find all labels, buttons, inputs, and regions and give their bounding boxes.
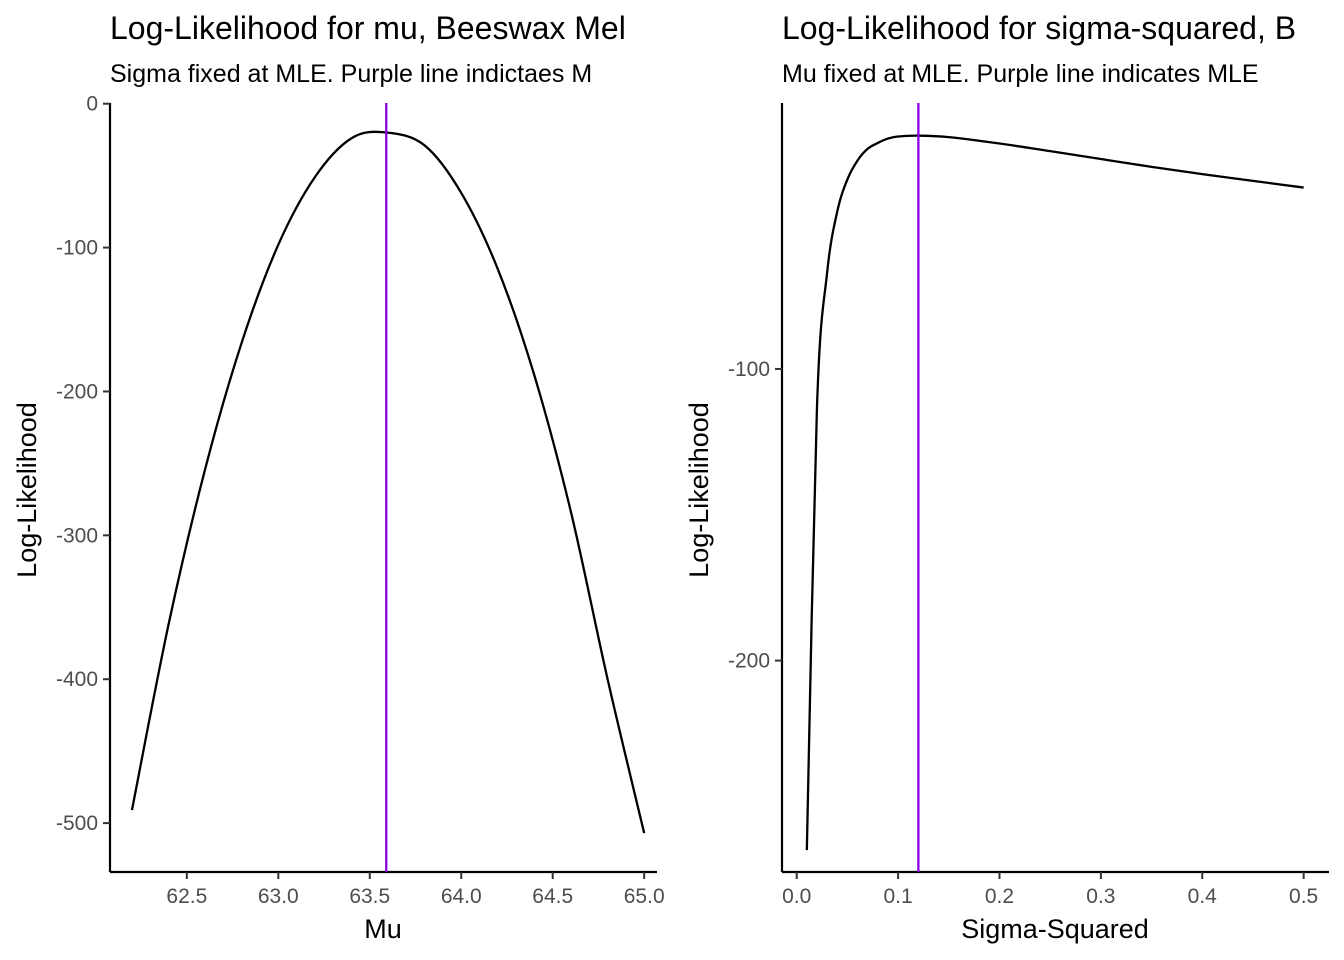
sigma-y-tick-label: -200	[728, 650, 770, 673]
sigma-y-tick-label: -100	[728, 358, 770, 381]
sigma-squared-panel: Log-Likelihood for sigma-squared, B Mu f…	[684, 10, 1329, 944]
sigma-chart-subtitle: Mu fixed at MLE. Purple line indicates M…	[782, 60, 1259, 88]
mu-y-tick-label: -300	[56, 524, 98, 547]
sigma-plot-area: 0.0 0.1 0.2 0.3 0.4 0.5 -100 -200	[728, 103, 1329, 908]
sigma-x-tick-label: 0.4	[1188, 885, 1218, 908]
mu-x-tick-label: 65.0	[624, 885, 665, 908]
sigma-y-axis-title: Log-Likelihood	[684, 402, 714, 578]
mu-x-tick-label: 62.5	[166, 885, 207, 908]
mu-x-tick-label: 63.5	[349, 885, 390, 908]
sigma-x-axis-title: Sigma-Squared	[961, 914, 1149, 944]
mu-plot-area: 62.5 63.0 63.5 64.0 64.5 65.0 0 -100 -200 -300 -40…	[56, 93, 665, 908]
sigma-x-tick-label: 0.5	[1289, 885, 1318, 908]
mu-chart-subtitle: Sigma fixed at MLE. Purple line indictae…	[110, 60, 592, 88]
sigma-x-tick-label: 0.3	[1086, 885, 1115, 908]
sigma-x-tick-label: 0.0	[782, 885, 811, 908]
sigma-likelihood-curve	[805, 134, 1304, 851]
mu-chart-title: Log-Likelihood for mu, Beeswax Mel	[110, 10, 626, 46]
mu-x-tick-label: 64.5	[532, 885, 573, 908]
sigma-chart-title: Log-Likelihood for sigma-squared, B	[782, 10, 1296, 46]
mu-y-tick-label: -200	[56, 380, 98, 403]
sigma-x-tick-label: 0.2	[985, 885, 1014, 908]
mu-y-tick-label: 0	[86, 93, 98, 116]
mu-y-tick-label: -400	[56, 668, 98, 691]
mu-x-tick-label: 64.0	[441, 885, 482, 908]
mu-panel: Log-Likelihood for mu, Beeswax Mel Sigma…	[12, 10, 665, 944]
mu-x-axis-title: Mu	[364, 914, 402, 944]
mu-x-tick-label: 63.0	[258, 885, 299, 908]
mu-likelihood-curve	[130, 130, 646, 834]
sigma-x-tick-label: 0.1	[883, 885, 912, 908]
mu-y-tick-label: -500	[56, 812, 98, 835]
mu-y-axis-title: Log-Likelihood	[12, 402, 42, 578]
mu-y-tick-label: -100	[56, 237, 98, 260]
